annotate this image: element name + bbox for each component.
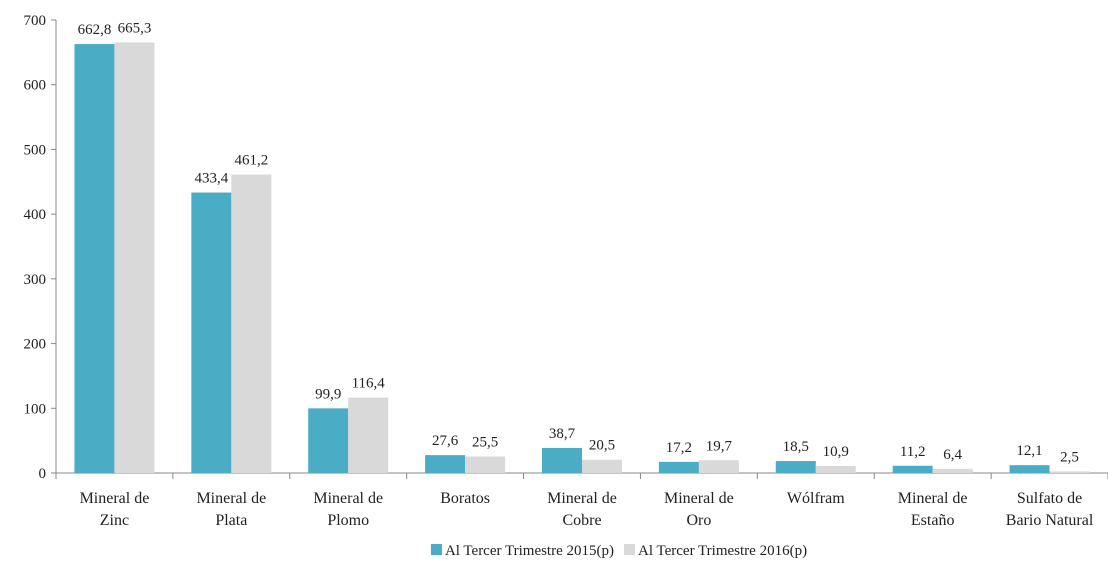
legend-label: Al Tercer Trimestre 2016(p) — [638, 543, 807, 559]
data-label: 662,8 — [78, 22, 112, 38]
data-label: 18,5 — [783, 439, 809, 455]
bar-2016 — [465, 456, 505, 473]
x-tick-label: Sulfato de Bario Natural — [1006, 490, 1094, 529]
x-tick-label: Mineral de Plata — [196, 490, 266, 529]
x-axis: Mineral de Zinc Mineral de Plata Mineral de P… — [56, 473, 1108, 529]
bar-2015 — [1010, 465, 1050, 473]
bars — [74, 42, 1089, 473]
data-label: 20,5 — [589, 438, 615, 454]
bar-2015 — [74, 44, 114, 473]
y-tick-label: 400 — [24, 207, 47, 223]
bar-2015 — [308, 408, 348, 473]
data-label: 2,5 — [1060, 449, 1079, 465]
legend-swatch — [431, 544, 442, 555]
y-axis: 0 100 200 300 400 500 600 700 — [24, 13, 57, 482]
y-tick-label: 200 — [24, 337, 47, 353]
legend-swatch — [624, 544, 635, 555]
data-label: 6,4 — [943, 447, 962, 463]
legend: Al Tercer Trimestre 2015(p) Al Tercer Tri… — [431, 543, 807, 559]
data-label: 665,3 — [118, 20, 152, 36]
x-tick-label: Mineral de Plomo — [313, 490, 383, 529]
bar-2016 — [1050, 471, 1090, 473]
data-label: 10,9 — [823, 444, 849, 460]
bar-2016 — [348, 398, 388, 473]
bar-2016 — [933, 469, 973, 473]
y-tick-label: 100 — [24, 401, 47, 417]
data-label: 116,4 — [352, 376, 386, 392]
y-tick-label: 600 — [24, 78, 47, 94]
bar-2015 — [542, 448, 582, 473]
data-label: 19,7 — [706, 438, 733, 454]
data-label: 38,7 — [549, 426, 576, 442]
bar-2015 — [191, 193, 231, 473]
bar-2015 — [893, 466, 933, 473]
bar-2016 — [816, 466, 856, 473]
data-label: 99,9 — [315, 386, 341, 402]
y-tick-label: 0 — [39, 466, 47, 482]
bar-2016 — [231, 175, 271, 473]
data-label: 25,5 — [472, 434, 498, 450]
data-label: 461,2 — [234, 153, 268, 169]
y-tick-label: 700 — [24, 13, 47, 29]
legend-label: Al Tercer Trimestre 2015(p) — [445, 543, 614, 559]
data-label: 27,6 — [432, 433, 459, 449]
data-label: 433,4 — [194, 171, 228, 187]
bar-2015 — [425, 455, 465, 473]
bar-2016 — [114, 42, 154, 473]
y-tick-label: 500 — [24, 142, 47, 158]
data-label: 12,1 — [1016, 443, 1042, 459]
x-tick-label: Boratos — [440, 490, 490, 507]
bar-2015 — [659, 462, 699, 473]
x-tick-label: Mineral de Oro — [664, 490, 734, 529]
bar-2015 — [776, 461, 816, 473]
x-tick-label: Mineral de Cobre — [547, 490, 617, 529]
x-tick-label: Mineral de Zinc — [80, 490, 150, 529]
x-tick-label: Wólfram — [787, 490, 845, 507]
bar-2016 — [699, 460, 739, 473]
data-label: 11,2 — [900, 444, 926, 460]
y-tick-label: 300 — [24, 272, 47, 288]
bar-2016 — [582, 460, 622, 473]
data-label: 17,2 — [666, 440, 692, 456]
x-tick-label: Mineral de Estaño — [898, 490, 968, 529]
